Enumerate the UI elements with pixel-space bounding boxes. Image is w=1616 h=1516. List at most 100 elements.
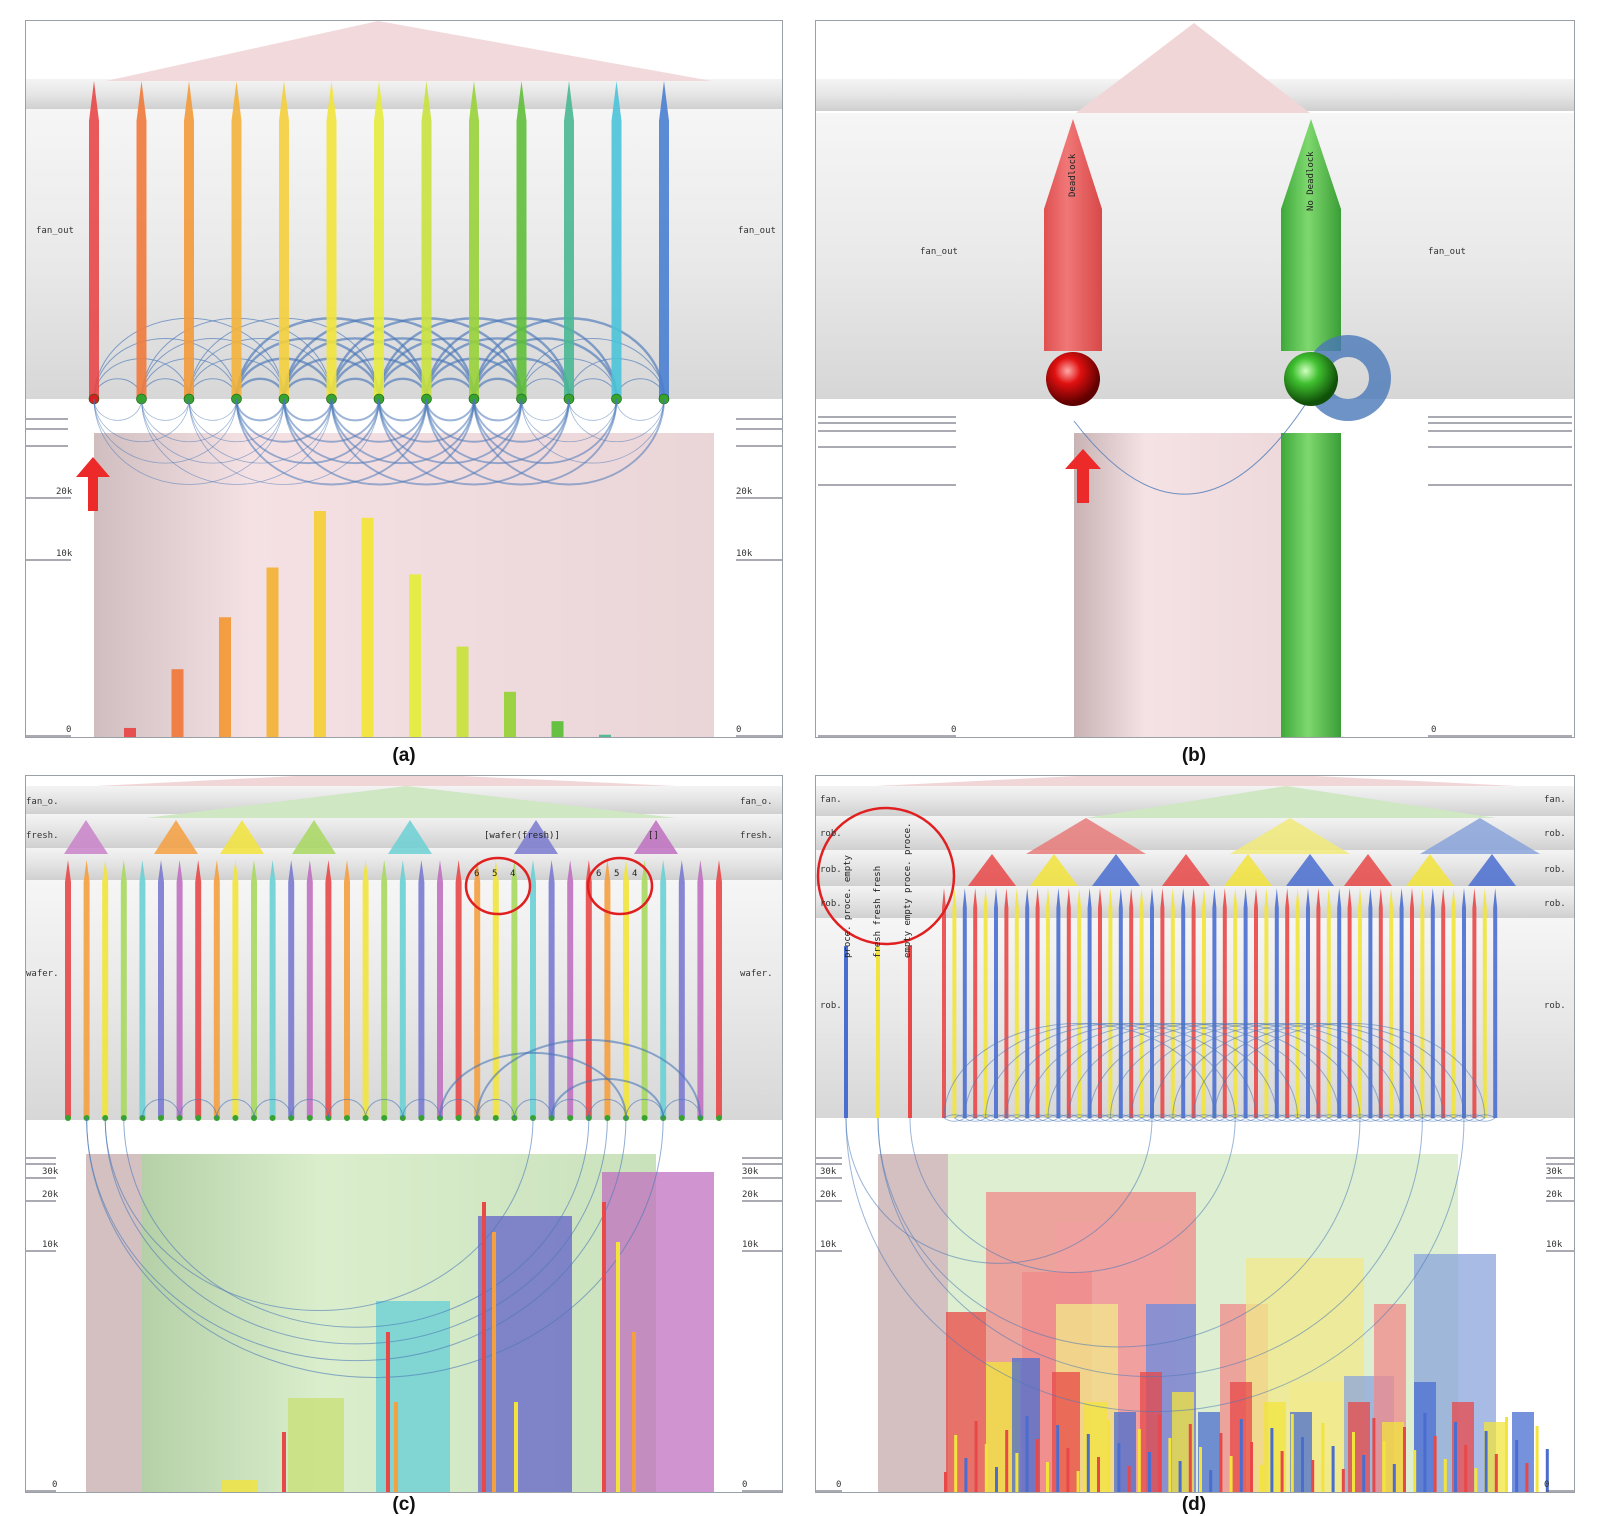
transition-arc: [1172, 1117, 1194, 1122]
histogram-bar: [1270, 1428, 1274, 1492]
transition-arc: [290, 1098, 329, 1119]
transition-arc: [1297, 1117, 1319, 1122]
histogram-bar: [1250, 1442, 1253, 1492]
fan-out-label-left: fan_out: [920, 247, 958, 257]
deadlock-node[interactable]: [1044, 119, 1102, 351]
histogram-bar: [282, 1432, 286, 1492]
state-spike: [1462, 888, 1466, 1118]
subgroup-triangle: [1162, 854, 1210, 886]
fan-out-spike: [89, 81, 99, 399]
group-triangle: [1420, 818, 1540, 854]
transition-arc: [568, 398, 617, 421]
histogram-bar: [964, 1458, 968, 1492]
tick-10k-right: 10k: [742, 1240, 759, 1250]
histogram-bar: [361, 517, 374, 737]
transition-arc: [425, 398, 475, 422]
histogram-bar: [492, 1232, 496, 1492]
histogram-bar: [1525, 1463, 1529, 1492]
histogram-bar: [314, 511, 326, 737]
transition-arc: [1474, 1117, 1496, 1122]
transition-arc: [877, 1117, 1361, 1348]
deadlock-sphere[interactable]: [1046, 352, 1100, 406]
highlight-circle-2: [586, 856, 654, 916]
transition-arc: [1162, 1117, 1184, 1122]
histogram-bar: [616, 1242, 620, 1492]
histogram-bar: [1494, 1454, 1498, 1492]
transition-arc: [1089, 1022, 1361, 1119]
transition-arc: [283, 398, 475, 486]
transition-arc: [1463, 1117, 1486, 1122]
transition-arc: [330, 398, 475, 465]
label-left-2: rob.: [820, 865, 842, 875]
histogram-bar: [1229, 1456, 1233, 1492]
transition-arc: [1099, 1117, 1122, 1122]
transition-arc: [1442, 1117, 1465, 1122]
no-deadlock-sphere[interactable]: [1284, 352, 1338, 406]
state-spike: [942, 888, 946, 1118]
transition-arc: [283, 398, 428, 465]
transition-arc: [1078, 1117, 1101, 1122]
state-spike: [1004, 888, 1009, 1118]
state-spike: [1264, 888, 1269, 1118]
state-spike: [139, 860, 146, 1118]
tick-30k-left: 30k: [820, 1167, 837, 1177]
circled-num-6: 6: [474, 869, 479, 879]
group-triangle: [1230, 818, 1350, 854]
caption-d: (d): [1181, 1494, 1207, 1515]
fan-out-spike: [564, 81, 574, 399]
tick-10k-right: 10k: [1546, 1240, 1563, 1250]
transition-arc: [473, 398, 665, 486]
state-spike: [567, 860, 574, 1118]
histogram-bar: [482, 1202, 486, 1492]
transition-arc: [1307, 1117, 1330, 1122]
state-spike: [548, 860, 555, 1118]
histogram-bar: [551, 721, 564, 737]
state-spike: [1378, 888, 1383, 1118]
transition-arc: [964, 1114, 986, 1119]
histogram-bar: [1413, 1450, 1417, 1492]
transition-arc: [86, 1117, 664, 1378]
state-spike: [1430, 888, 1435, 1118]
group-triangle: [514, 820, 558, 854]
transition-arc: [473, 398, 523, 422]
tick-30k-left: 30k: [42, 1167, 59, 1177]
histogram-bar: [409, 574, 421, 737]
transition-arc: [1058, 1117, 1080, 1122]
circled-num-4b: 4: [632, 869, 637, 879]
transition-arc: [235, 398, 380, 465]
state-node: [678, 1115, 685, 1121]
state-spike: [660, 860, 667, 1118]
histogram-bar: [1348, 1402, 1370, 1492]
transition-arc: [1006, 1114, 1028, 1119]
transition-arc: [616, 398, 665, 421]
state-spike: [269, 860, 276, 1118]
state-spike: [1326, 888, 1331, 1118]
tick-20k-left: 20k: [42, 1190, 59, 1200]
transition-arc: [330, 337, 476, 400]
transition-arc: [1359, 1114, 1382, 1119]
tick-20k-left: 20k: [56, 487, 73, 497]
transition-arc: [473, 398, 618, 465]
transition-arc: [964, 1117, 986, 1122]
no-deadlock-node[interactable]: [1281, 119, 1341, 351]
histogram-bar: [1454, 1422, 1457, 1492]
transition-arc: [1026, 1114, 1049, 1119]
transition-arc: [985, 1022, 1257, 1119]
transition-arc: [1130, 1114, 1153, 1119]
state-spike: [1066, 888, 1071, 1118]
state-spike: [455, 860, 462, 1118]
state-node: [492, 1115, 499, 1121]
state-spike: [1306, 888, 1310, 1118]
histogram-bar: [1392, 1464, 1396, 1492]
transition-arc: [1328, 1117, 1350, 1122]
state-spike: [65, 860, 71, 1118]
transition-arc: [1068, 1117, 1090, 1122]
transition-arc: [378, 398, 428, 422]
group-triangle: [634, 820, 678, 854]
transition-arc: [253, 1098, 292, 1119]
histogram-bar: [984, 1444, 988, 1492]
state-spike: [474, 860, 481, 1118]
transition-arc: [974, 1117, 997, 1122]
transition-arc: [1047, 1022, 1319, 1119]
state-node: [567, 1115, 574, 1121]
